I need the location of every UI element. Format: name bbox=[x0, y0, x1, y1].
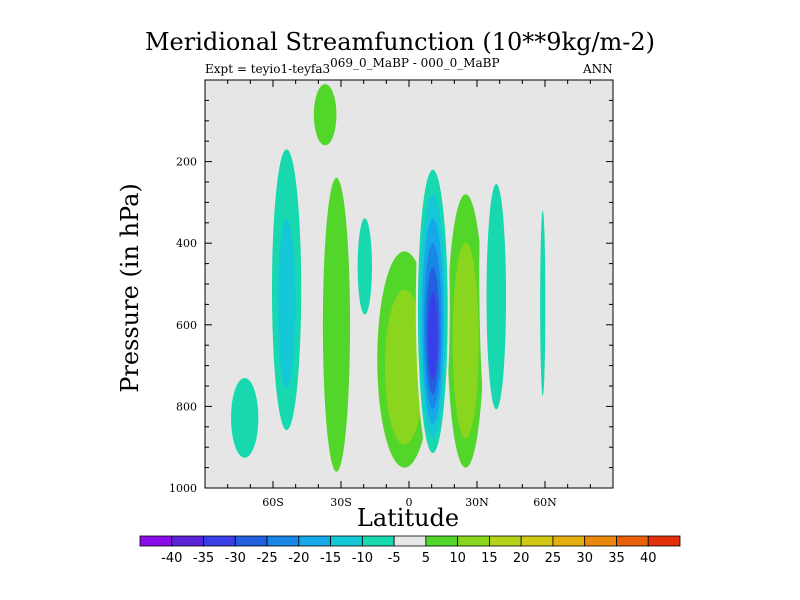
colorbar-swatch bbox=[361, 535, 395, 547]
contour-level-2-1 bbox=[328, 255, 345, 425]
colorbar-label: 30 bbox=[576, 551, 593, 566]
colorbar-label: 20 bbox=[513, 551, 530, 566]
x-tick-label: 60N bbox=[533, 496, 557, 509]
colorbar-label: -10 bbox=[352, 551, 373, 566]
experiment-name: Expt = teyio1-teyfa3 bbox=[205, 62, 331, 76]
contour-level-6-1 bbox=[486, 184, 507, 410]
x-tick-label: 30S bbox=[330, 496, 352, 509]
x-tick-label: 0 bbox=[406, 496, 413, 509]
x-axis-ticks: 60S 30S 0 30N 60N bbox=[204, 80, 614, 509]
colorbar-swatch bbox=[393, 535, 427, 547]
colorbar-swatch bbox=[298, 535, 331, 547]
colorbar-label: 5 bbox=[422, 551, 430, 566]
experiment-period: 069_0_MaBP - 000_0_MaBP bbox=[330, 56, 500, 70]
colorbar-label: -30 bbox=[225, 551, 246, 566]
y-tick-label: 1000 bbox=[169, 482, 197, 495]
colorbar-swatch bbox=[552, 535, 586, 547]
colorbar-label: -5 bbox=[388, 551, 401, 566]
y-tick-label: 400 bbox=[176, 237, 197, 250]
colorbar-label: -25 bbox=[256, 551, 277, 566]
colorbar-swatch bbox=[647, 535, 681, 547]
colorbar-label: -15 bbox=[320, 551, 341, 566]
colorbar-swatch bbox=[139, 535, 173, 547]
colorbar-label: 15 bbox=[481, 551, 498, 566]
colorbar-swatch bbox=[616, 535, 649, 547]
colorbar-swatch bbox=[203, 535, 236, 547]
colorbar-swatch bbox=[489, 535, 522, 547]
colorbar-swatch bbox=[330, 535, 363, 547]
contour-level-5-2 bbox=[277, 218, 296, 389]
experiment-label: Expt = teyio1-teyfa3069_0_MaBP - 000_0_M… bbox=[205, 56, 500, 76]
contour-level-8-1 bbox=[357, 218, 372, 315]
colorbar-swatch bbox=[171, 535, 204, 547]
colorbar-label: 25 bbox=[545, 551, 562, 566]
y-tick-label: 800 bbox=[176, 400, 197, 413]
colorbar-swatch bbox=[234, 535, 268, 547]
x-tick-label: 30N bbox=[465, 496, 489, 509]
y-axis-ticks: 200 400 600 800 1000 bbox=[169, 79, 613, 495]
colorbar: -40 -35 -30 -25 -20 -15 -10 -5 5 10 15 20 25 30 35 40 bbox=[139, 535, 681, 566]
colorbar-label: -20 bbox=[288, 551, 309, 566]
colorbar-swatch bbox=[457, 535, 490, 547]
x-axis-label: Latitude bbox=[356, 504, 460, 532]
season-label: ANN bbox=[583, 62, 613, 76]
contour-level-0-2 bbox=[392, 327, 417, 422]
colorbar-label: 10 bbox=[449, 551, 466, 566]
contour-field bbox=[220, 80, 548, 480]
colorbar-swatch bbox=[520, 535, 554, 547]
contour-level-4-6 bbox=[428, 292, 438, 380]
y-tick-label: 200 bbox=[176, 156, 197, 169]
contour-level-3-1 bbox=[318, 100, 332, 136]
contour-level-9-1 bbox=[540, 210, 546, 396]
colorbar-label: -35 bbox=[193, 551, 214, 566]
x-tick-label: 60S bbox=[262, 496, 284, 509]
contour-level-7-1 bbox=[230, 377, 259, 458]
colorbar-label: 35 bbox=[608, 551, 625, 566]
colorbar-swatch bbox=[266, 535, 300, 547]
chart-title: Meridional Streamfunction (10**9kg/m-2) bbox=[144, 28, 656, 56]
colorbar-swatch bbox=[584, 535, 617, 547]
contour-level-1-2 bbox=[457, 291, 474, 410]
y-tick-label: 600 bbox=[176, 319, 197, 332]
colorbar-swatch bbox=[425, 535, 459, 547]
colorbar-label: 40 bbox=[640, 551, 657, 566]
colorbar-label: -40 bbox=[161, 551, 182, 566]
